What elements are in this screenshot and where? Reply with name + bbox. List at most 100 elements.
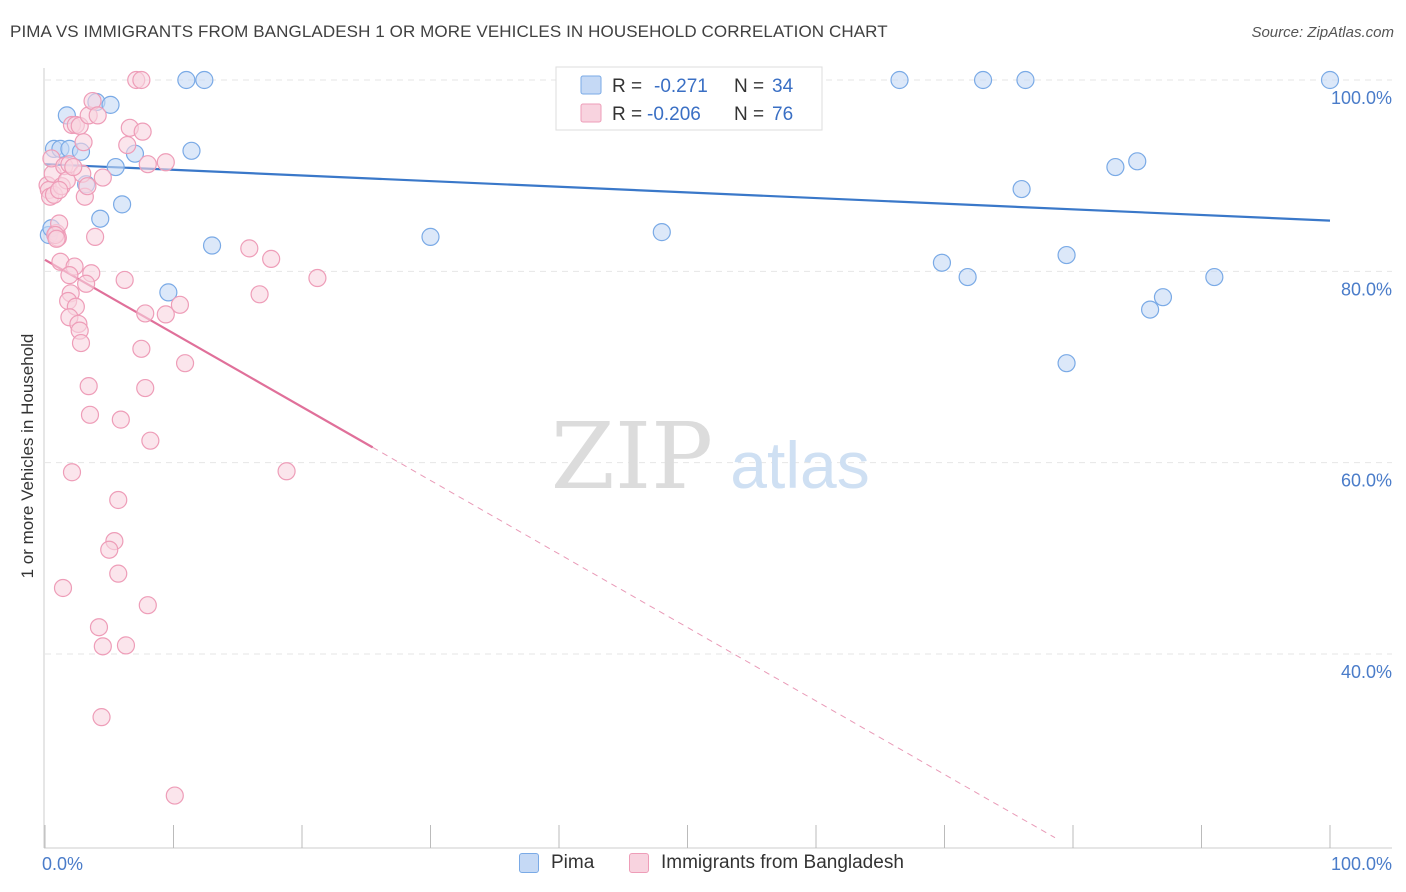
point-pima-33 — [1205, 267, 1224, 287]
bottom-legend-swatch-bangladesh — [629, 853, 649, 873]
point-bangladesh-41 — [156, 153, 175, 172]
point-bangladesh-44 — [132, 70, 151, 90]
point-pima-18 — [202, 236, 222, 255]
point-pima-20 — [652, 223, 671, 242]
point-bangladesh-22 — [93, 168, 112, 187]
x-tick-label-max: 100.0% — [1331, 854, 1392, 874]
point-bangladesh-61 — [138, 596, 157, 615]
legend-swatch-pima — [580, 75, 602, 95]
legend-r-value-pima: -0.271 — [654, 76, 708, 97]
point-bangladesh-74 — [64, 157, 83, 177]
point-bangladesh-42 — [118, 135, 137, 155]
point-pima-17 — [182, 141, 201, 160]
point-bangladesh-18 — [74, 133, 93, 152]
point-bangladesh-63 — [89, 618, 109, 637]
legend-swatch-bangladesh — [580, 103, 602, 123]
source-credit: Source: ZipAtlas.com — [1251, 24, 1394, 41]
point-bangladesh-55 — [80, 405, 100, 424]
point-bangladesh-21 — [88, 106, 107, 125]
point-pima-9 — [101, 95, 120, 114]
trend-line-pima — [44, 163, 1331, 222]
point-bangladesh-65 — [116, 636, 136, 655]
point-pima-28 — [1057, 354, 1076, 373]
point-bangladesh-60 — [109, 564, 128, 583]
point-bangladesh-37 — [86, 227, 105, 246]
point-bangladesh-25 — [78, 177, 97, 196]
point-bangladesh-48 — [170, 295, 190, 314]
x-tick-label-min: 0.0% — [42, 854, 83, 874]
point-bangladesh-39 — [133, 122, 152, 141]
point-bangladesh-50 — [132, 339, 151, 358]
legend-r-label-pima: R = — [612, 76, 642, 97]
data-points — [38, 70, 1340, 805]
point-pima-25 — [1012, 179, 1031, 199]
point-bangladesh-53 — [111, 410, 130, 429]
point-bangladesh-72 — [277, 462, 296, 481]
point-pima-23 — [958, 267, 977, 287]
legend-n-value-bangladesh: 76 — [772, 104, 793, 125]
legend-r-label-bangladesh: R = — [612, 104, 642, 125]
point-bangladesh-57 — [109, 490, 128, 510]
point-pima-14 — [159, 283, 178, 302]
point-pima-16 — [195, 70, 214, 90]
point-pima-32 — [1153, 288, 1173, 307]
point-bangladesh-47 — [156, 305, 175, 324]
legend-n-value-pima: 34 — [772, 76, 794, 97]
point-pima-26 — [1016, 70, 1035, 90]
bottom-legend: Pima Immigrants from Bangladesh — [0, 852, 1406, 878]
chart-title: PIMA VS IMMIGRANTS FROM BANGLADESH 1 OR … — [10, 22, 888, 41]
point-bangladesh-29 — [77, 274, 96, 293]
watermark: ZIP atlas — [551, 403, 870, 510]
point-bangladesh-70 — [250, 285, 269, 304]
point-bangladesh-69 — [262, 249, 281, 268]
point-bangladesh-40 — [138, 155, 157, 174]
point-pima-19 — [421, 227, 440, 246]
point-pima-30 — [1128, 152, 1147, 171]
point-pima-31 — [1140, 300, 1160, 319]
point-bangladesh-59 — [100, 540, 119, 559]
point-bangladesh-64 — [93, 637, 112, 656]
point-pima-12 — [112, 195, 132, 214]
trend-lines — [44, 163, 1331, 839]
point-pima-10 — [91, 209, 110, 228]
trend-line-extension-bangladesh — [372, 446, 1056, 839]
point-bangladesh-73 — [47, 229, 66, 248]
point-bangladesh-67 — [165, 786, 184, 805]
legend-n-label-bangladesh: N = — [734, 104, 764, 125]
point-pima-29 — [1106, 157, 1125, 177]
axes — [43, 68, 1392, 849]
point-bangladesh-66 — [92, 708, 111, 727]
point-bangladesh-52 — [141, 431, 160, 450]
point-bangladesh-75 — [50, 180, 69, 200]
legend-n-label-pima: N = — [734, 76, 764, 97]
y-tick-label-100: 100.0% — [1331, 88, 1392, 108]
point-bangladesh-54 — [79, 377, 98, 396]
point-bangladesh-71 — [308, 268, 327, 288]
y-tick-label-60: 60.0% — [1341, 471, 1392, 491]
point-pima-27 — [1057, 245, 1076, 265]
point-pima-24 — [973, 70, 993, 90]
point-bangladesh-27 — [60, 266, 79, 285]
point-pima-21 — [890, 70, 909, 90]
bottom-legend-label-bangladesh: Immigrants from Bangladesh — [661, 852, 904, 873]
y-tick-label-40: 40.0% — [1341, 662, 1392, 682]
trend-line-bangladesh — [44, 258, 374, 449]
grid-lines — [45, 79, 1392, 655]
point-bangladesh-51 — [136, 378, 155, 398]
point-pima-22 — [932, 253, 952, 272]
bottom-legend-label-pima: Pima — [551, 852, 595, 873]
bottom-legend-item-pima: Pima — [519, 852, 594, 874]
y-tick-label-80: 80.0% — [1341, 279, 1392, 299]
point-bangladesh-62 — [53, 578, 73, 598]
legend-r-value-bangladesh: -0.206 — [647, 104, 701, 125]
point-bangladesh-46 — [136, 304, 155, 323]
point-bangladesh-56 — [62, 463, 82, 482]
bottom-legend-item-bangladesh: Immigrants from Bangladesh — [629, 852, 904, 874]
point-pima-11 — [106, 157, 125, 177]
point-bangladesh-36 — [71, 333, 91, 353]
tick-labels: 40.0% 60.0% 80.0% 100.0% 0.0% 100.0% — [42, 88, 1392, 874]
stats-legend: R = -0.271 N = 34 R = -0.206 N = 76 — [555, 66, 823, 131]
point-bangladesh-45 — [115, 270, 134, 290]
point-pima-34 — [1320, 70, 1340, 90]
